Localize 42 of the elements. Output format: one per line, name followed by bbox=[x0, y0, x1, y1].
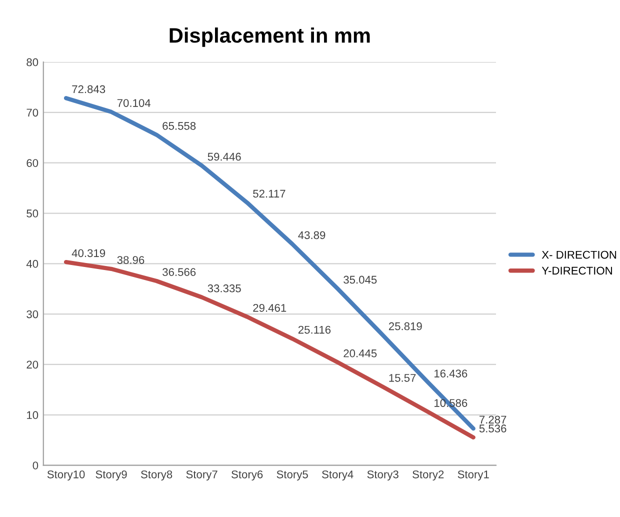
data-label: 25.819 bbox=[388, 322, 422, 330]
y-tick-label: 20 bbox=[26, 360, 38, 369]
data-label: 29.461 bbox=[253, 304, 286, 312]
x-tick-label: Story9 bbox=[96, 470, 127, 481]
data-label: 40.319 bbox=[72, 249, 106, 258]
data-label: 65.558 bbox=[162, 122, 196, 130]
line-series bbox=[64, 96, 476, 431]
data-label: 5.536 bbox=[479, 424, 506, 432]
x-tick-label: Story3 bbox=[367, 470, 398, 481]
data-label: 70.104 bbox=[117, 99, 151, 107]
data-label: 38.96 bbox=[117, 256, 144, 264]
data-label: 59.446 bbox=[208, 152, 241, 161]
legend-label: Y-DIRECTION bbox=[542, 266, 612, 275]
data-label: 25.116 bbox=[298, 326, 331, 334]
data-label: 16.436 bbox=[434, 370, 468, 378]
data-label: 36.566 bbox=[162, 268, 196, 276]
data-label: 52.117 bbox=[253, 190, 286, 198]
x-tick-label: Story1 bbox=[458, 470, 489, 481]
data-label: 15.57 bbox=[389, 374, 416, 382]
y-tick-label: 80 bbox=[26, 58, 38, 66]
y-tick-label: 70 bbox=[26, 108, 38, 117]
x-tick-label: Story6 bbox=[232, 470, 263, 481]
legend-label: X- DIRECTION bbox=[542, 250, 616, 259]
x-tick-label: Story4 bbox=[322, 470, 354, 481]
y-tick-label: 10 bbox=[27, 411, 38, 420]
y-tick-label: 40 bbox=[26, 260, 38, 268]
data-label: 7.287 bbox=[479, 416, 506, 424]
data-label: 43.89 bbox=[298, 231, 326, 240]
x-tick-label: Story5 bbox=[276, 470, 308, 481]
data-label: 72.843 bbox=[72, 85, 106, 94]
y-tick-label: 0 bbox=[32, 462, 38, 470]
y-tick-label: 60 bbox=[26, 159, 38, 167]
x-tick-label: Story10 bbox=[47, 470, 85, 481]
y-tick-label: 30 bbox=[26, 310, 38, 318]
data-label: 33.335 bbox=[208, 284, 241, 292]
x-tick-label: Story7 bbox=[186, 470, 218, 481]
y-tick-label: 50 bbox=[26, 210, 38, 218]
x-tick-label: Story2 bbox=[412, 470, 444, 481]
data-label: 20.445 bbox=[344, 349, 377, 358]
chart-title: Displacement in mm bbox=[170, 28, 370, 47]
data-label: 35.045 bbox=[344, 276, 377, 284]
x-tick-label: Story8 bbox=[141, 470, 172, 481]
